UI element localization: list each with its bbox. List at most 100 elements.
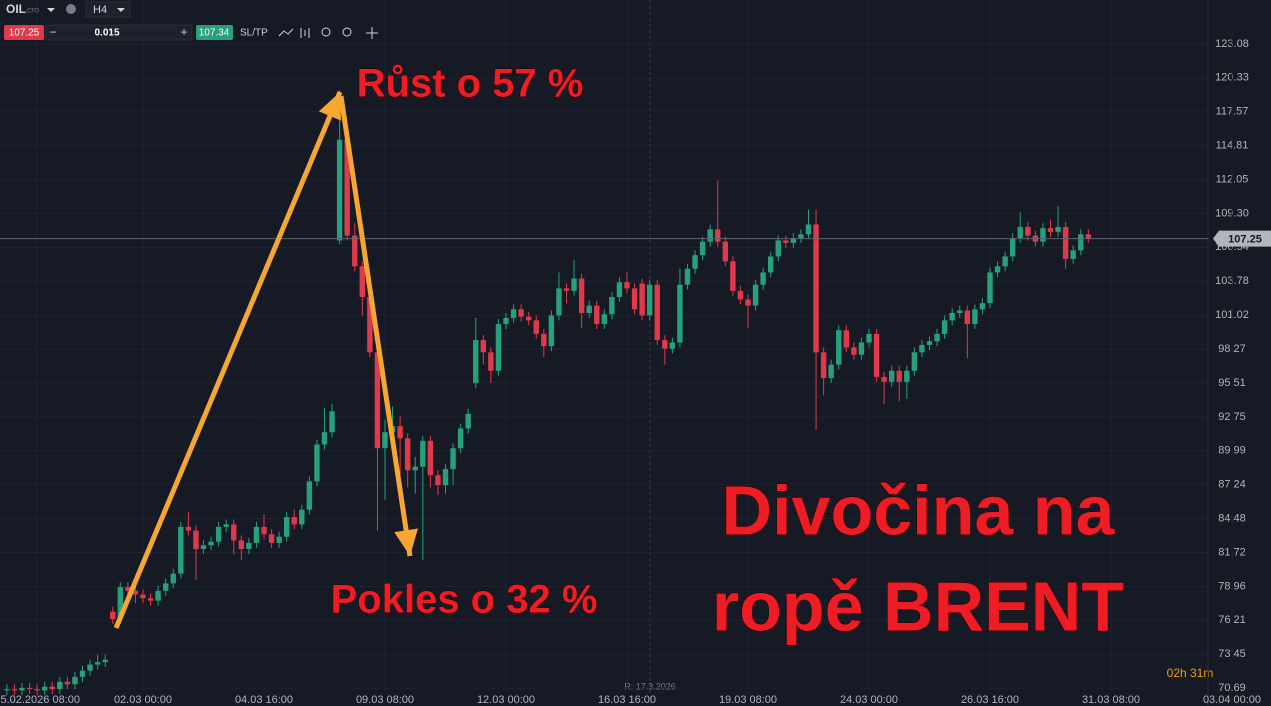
candle-body — [820, 352, 827, 379]
candle-body — [231, 524, 237, 541]
x-tick-label: 26.03 16:00 — [961, 694, 1019, 706]
timeframe-box[interactable] — [85, 1, 131, 18]
candle-body — [1070, 250, 1076, 259]
candle-body — [873, 333, 880, 377]
candle-body — [473, 340, 479, 384]
candle-body — [1002, 256, 1008, 267]
candle-body — [140, 594, 146, 599]
candle-body — [707, 229, 713, 242]
symbol-dropdown[interactable] — [47, 8, 55, 12]
headline: ropě BRENT — [712, 567, 1124, 645]
candle-body — [374, 352, 381, 449]
candle-body — [639, 283, 645, 316]
candle-body — [72, 676, 78, 685]
candle-body — [654, 284, 660, 341]
date-marker-label: R: 17.3.2026 — [624, 681, 676, 691]
buy-button[interactable] — [196, 25, 233, 40]
candle-body — [692, 255, 698, 269]
candle-tool[interactable] — [300, 28, 310, 38]
buy-price: 107.34 — [199, 28, 230, 39]
candle-body — [283, 517, 290, 537]
candle-body — [420, 440, 426, 467]
candle-body — [299, 509, 305, 525]
symbol[interactable]: OIL — [6, 2, 26, 16]
candle-body — [767, 256, 774, 273]
arrow-head — [394, 528, 419, 556]
candle-body — [200, 545, 207, 550]
line-tool[interactable] — [278, 28, 294, 37]
candle-body — [684, 268, 691, 285]
candle-body — [1062, 226, 1069, 259]
candle-body — [246, 542, 252, 550]
candle-body — [404, 438, 411, 471]
candle-body — [268, 534, 275, 543]
candle-body — [563, 288, 570, 291]
sell-price: 107.25 — [9, 28, 40, 39]
candle-body — [556, 288, 562, 316]
candle-body — [336, 139, 343, 241]
candle-body — [117, 587, 124, 620]
candle-body — [34, 689, 40, 691]
candle-body — [57, 681, 63, 690]
candle-body — [1017, 226, 1023, 238]
sell-button[interactable] — [4, 25, 44, 40]
candle-body — [745, 299, 751, 306]
candle-body — [752, 284, 759, 306]
x-tick-label: 09.03 08:00 — [356, 694, 414, 706]
candle-body — [994, 266, 1001, 273]
candle-body — [488, 352, 494, 371]
candle-body — [94, 662, 101, 665]
candle-body — [586, 305, 592, 313]
candle-body — [79, 670, 86, 677]
candle-body — [1085, 234, 1092, 239]
candle-body — [866, 333, 872, 343]
candle-body — [987, 272, 993, 304]
volume-box[interactable] — [45, 24, 193, 41]
candle-body — [677, 284, 683, 343]
candle-body — [382, 432, 388, 449]
candle-body — [934, 333, 940, 342]
x-tick-label: 04.03 16:00 — [235, 694, 293, 706]
candle-body — [26, 687, 33, 690]
candle-body — [397, 426, 403, 439]
candle-body — [435, 475, 441, 486]
zoom-out[interactable] — [321, 27, 331, 37]
candle-body — [510, 309, 517, 318]
candle-body — [722, 241, 729, 262]
move-tool[interactable] — [366, 27, 378, 39]
candle-body — [132, 590, 139, 595]
candle-body — [828, 364, 834, 379]
candle-body — [783, 240, 789, 243]
candle-body — [957, 310, 963, 313]
candle-body — [450, 448, 456, 470]
sl-tp[interactable]: SL/TP — [240, 28, 268, 39]
candle-body — [533, 320, 539, 334]
candle-body — [548, 315, 555, 347]
candle-body — [737, 290, 744, 300]
candle-body — [276, 536, 282, 543]
candle-body — [215, 526, 222, 542]
zoom-in[interactable] — [342, 27, 352, 37]
candle-body — [427, 440, 434, 476]
candle-body — [125, 587, 131, 591]
candle-body — [495, 324, 502, 371]
candle-body — [858, 342, 865, 355]
arrow-head — [318, 92, 342, 121]
candle-body — [367, 297, 373, 353]
candle-body — [261, 526, 267, 535]
candle-body — [609, 297, 615, 315]
candle-body — [147, 598, 154, 601]
info-icon[interactable] — [66, 4, 76, 14]
annotation-arrow — [113, 91, 343, 629]
candle-body — [646, 284, 653, 316]
toolbar: OIL CFD H4 107.25 − 0.015 + 107.34 SL/TP — [4, 1, 378, 41]
candle-body — [1055, 226, 1061, 232]
candle-body — [359, 266, 366, 298]
candle-body — [798, 234, 804, 238]
candle-body — [836, 330, 842, 365]
candle-body — [518, 309, 524, 317]
candle-body — [291, 517, 297, 525]
candle-body — [662, 340, 668, 349]
candle-body — [178, 526, 184, 574]
candle-body — [170, 573, 176, 584]
